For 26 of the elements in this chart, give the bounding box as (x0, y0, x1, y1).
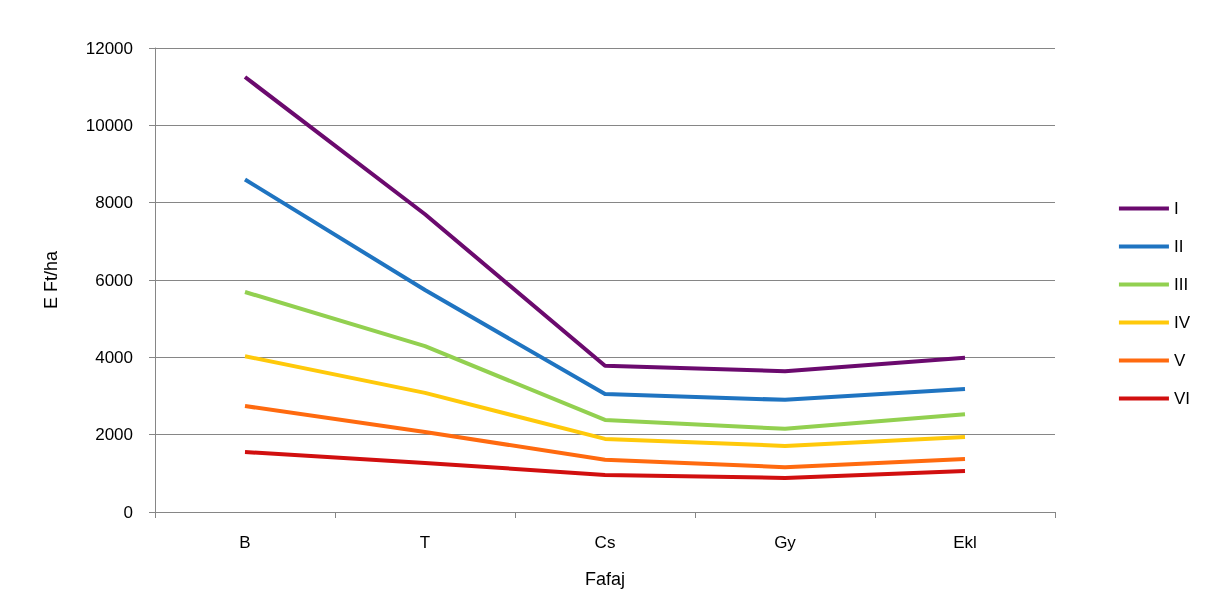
x-tick-label: T (419, 533, 431, 552)
y-tick-label: 6000 (95, 270, 133, 290)
y-axis-title: E Ft/ha (41, 250, 61, 310)
legend-label: III (1173, 275, 1189, 294)
legend-label: IV (1173, 313, 1191, 332)
y-tick-label: 2000 (95, 425, 133, 445)
line-series (243, 450, 967, 480)
line-series (243, 177, 967, 402)
x-axis-title: Fafaj (584, 569, 626, 589)
line-series (243, 75, 967, 374)
legend-label: II (1173, 237, 1184, 256)
x-tick-label: Gy (774, 533, 797, 552)
legend-label: V (1173, 351, 1186, 370)
y-tick-label: 0 (123, 502, 133, 522)
legend-label: VI (1173, 389, 1190, 408)
line-series (243, 404, 967, 470)
y-tick-label: 12000 (85, 38, 133, 58)
line-series (243, 289, 967, 431)
y-tick-label: 8000 (95, 193, 133, 213)
x-tick-label: Ekl (953, 533, 977, 552)
x-tick-label: B (239, 533, 251, 552)
y-tick-label: 4000 (95, 347, 133, 367)
legend-label: I (1173, 199, 1179, 218)
line-series (243, 354, 967, 448)
x-tick-label: Cs (594, 533, 616, 552)
y-tick-label: 10000 (85, 115, 133, 135)
